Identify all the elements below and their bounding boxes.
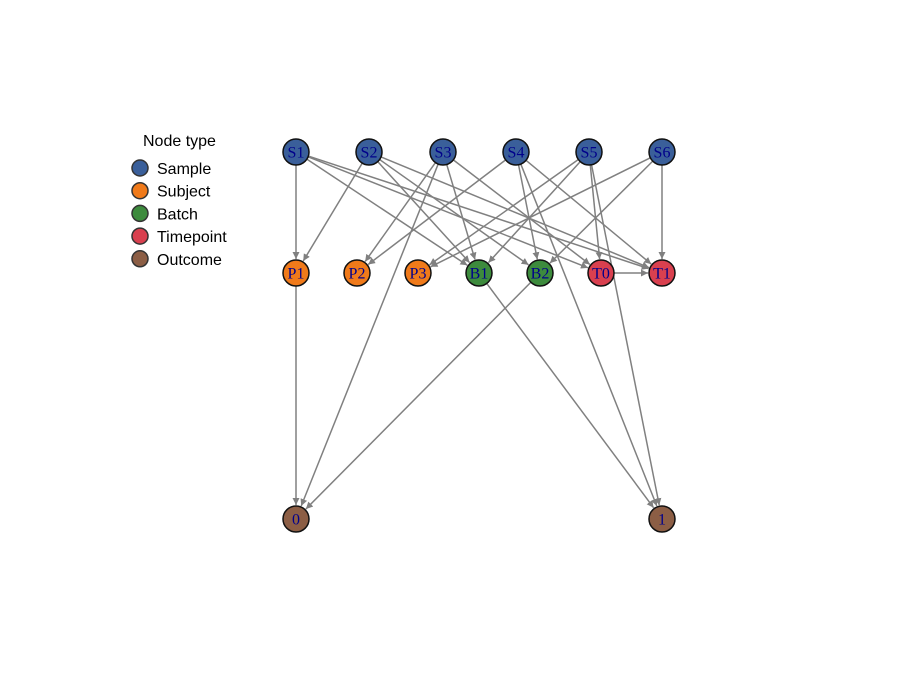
- node-label: S4: [508, 145, 525, 162]
- node-label: S5: [581, 145, 598, 162]
- node-B1[interactable]: B1: [465, 259, 493, 287]
- node-S5[interactable]: S5: [575, 138, 603, 166]
- node-O0[interactable]: 0: [282, 505, 310, 533]
- node-label: S1: [288, 145, 305, 162]
- node-circle: [526, 259, 554, 287]
- legend-item-outcome: Outcome: [131, 250, 222, 269]
- edge-S1-B1: [306, 158, 468, 266]
- legend-item-subject: Subject: [131, 181, 211, 201]
- edge-S3-B1: [445, 164, 477, 260]
- edge-S4-B2: [517, 164, 540, 260]
- legend-swatch: [131, 159, 149, 177]
- legend-label: Sample: [157, 161, 211, 178]
- edge-S3-T0: [452, 159, 591, 266]
- legend-swatch: [131, 227, 149, 245]
- node-B2[interactable]: B2: [526, 259, 554, 287]
- node-circle: [343, 259, 371, 287]
- node-circle: [404, 259, 432, 287]
- edge-S2-P1: [302, 162, 363, 262]
- node-circle: [575, 138, 603, 166]
- node-label: B1: [470, 266, 489, 283]
- node-circle: [465, 259, 493, 287]
- legend-label: Subject: [157, 184, 211, 201]
- node-label: B2: [531, 266, 550, 283]
- node-label: T0: [592, 266, 610, 283]
- node-S6[interactable]: S6: [648, 138, 676, 166]
- node-P3[interactable]: P3: [404, 259, 432, 287]
- node-T0[interactable]: T0: [587, 259, 615, 287]
- node-T1[interactable]: T1: [648, 259, 676, 287]
- node-S1[interactable]: S1: [282, 138, 310, 166]
- nodes: S1 S2 S3 S4 S5 S6 P1 P2 P3 B1 B2 T0 T1 0 1: [282, 138, 676, 533]
- node-circle: [429, 138, 457, 166]
- edge-S3-O0: [300, 163, 439, 507]
- legend: Node type Sample Subject Batch Timepoint Out…: [131, 133, 227, 269]
- legend-label: Timepoint: [157, 229, 227, 246]
- edge-S4-O1: [520, 163, 658, 507]
- node-S2[interactable]: S2: [355, 138, 383, 166]
- legend-label: Outcome: [157, 252, 222, 269]
- edge-S3-P2: [364, 162, 437, 263]
- legend-title: Node type: [143, 133, 216, 150]
- legend-item-timepoint: Timepoint: [131, 227, 227, 246]
- edges: [292, 155, 666, 510]
- node-label: P1: [288, 266, 305, 283]
- node-label: 0: [292, 512, 300, 529]
- edge-S4-P2: [367, 159, 507, 266]
- node-label: P2: [349, 266, 366, 283]
- legend-swatch: [131, 204, 149, 223]
- edge-S5-T0: [589, 164, 603, 260]
- legend-item-sample: Sample: [131, 159, 211, 178]
- edge-B2-O0: [305, 281, 532, 510]
- node-circle: [355, 138, 383, 166]
- node-circle: [587, 259, 615, 287]
- node-label: T1: [653, 266, 671, 283]
- node-S3[interactable]: S3: [429, 138, 457, 166]
- edge-S6-P3: [430, 157, 651, 268]
- edge-S2-B1: [377, 161, 471, 264]
- edge-S6-B2: [549, 160, 654, 264]
- edge-S2-B2: [379, 158, 530, 266]
- edge-S4-T1: [525, 159, 652, 265]
- node-circle: [648, 505, 676, 533]
- node-label: P3: [410, 266, 427, 283]
- node-circle: [502, 138, 530, 166]
- node-O1[interactable]: 1: [648, 505, 676, 533]
- node-P1[interactable]: P1: [282, 259, 310, 287]
- node-label: 1: [658, 512, 666, 529]
- node-S4[interactable]: S4: [502, 138, 530, 166]
- node-circle: [282, 259, 310, 287]
- node-circle: [282, 138, 310, 166]
- node-label: S2: [361, 145, 378, 162]
- edge-S5-O1: [590, 164, 662, 506]
- node-label: S6: [654, 145, 671, 162]
- edge-S1-T1: [308, 155, 649, 270]
- legend-swatch: [131, 181, 149, 200]
- edge-S5-B1: [487, 161, 581, 264]
- node-P2[interactable]: P2: [343, 259, 371, 287]
- node-circle: [648, 259, 676, 287]
- edge-S5-P3: [428, 158, 579, 266]
- legend-swatch: [131, 250, 149, 268]
- node-label: S3: [435, 145, 452, 162]
- node-circle: [648, 138, 676, 166]
- legend-label: Batch: [157, 206, 198, 223]
- edge-B1-O1: [486, 282, 655, 509]
- legend-item-batch: Batch: [131, 204, 198, 223]
- node-circle: [282, 505, 310, 533]
